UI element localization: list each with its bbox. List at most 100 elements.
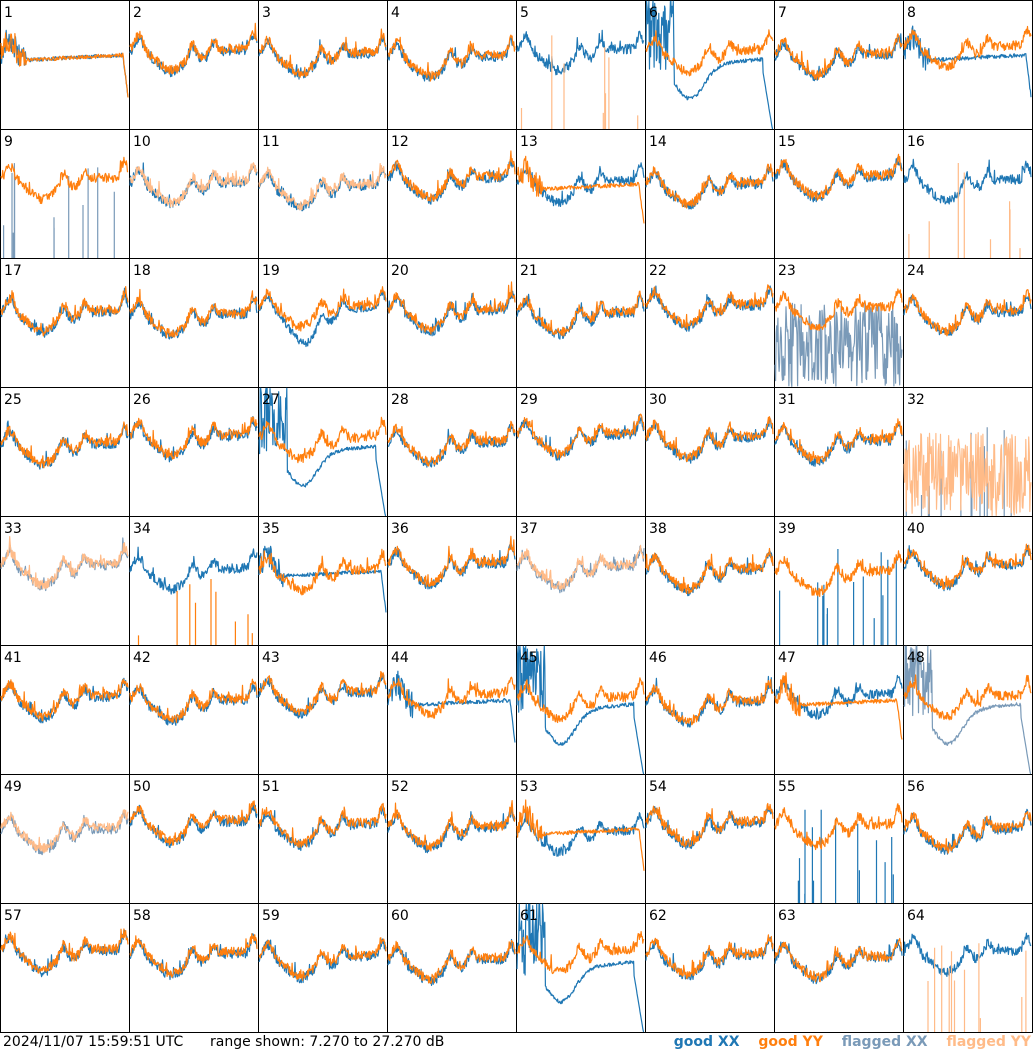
panel-45: 45 — [516, 645, 646, 775]
panel-10: 10 — [129, 129, 259, 259]
trace-good-yy — [258, 670, 387, 716]
panel-50: 50 — [129, 774, 259, 904]
panel-label: 10 — [133, 134, 151, 150]
panel-label: 6 — [649, 5, 658, 21]
trace-flagged-yy — [520, 35, 639, 129]
trace-good-yy — [129, 933, 258, 978]
trace-good-yy — [516, 931, 645, 975]
trace-good-xx — [797, 809, 894, 903]
panel-label: 34 — [133, 521, 151, 537]
panel-label: 54 — [649, 779, 667, 795]
panel-1: 1 — [0, 0, 130, 130]
trace-good-yy — [645, 284, 774, 330]
panel-label: 33 — [4, 521, 22, 537]
panel-label: 26 — [133, 392, 151, 408]
panel-40: 40 — [903, 516, 1033, 646]
panel-frame — [129, 903, 259, 1033]
trace-flagged-yy — [927, 943, 1027, 1032]
trace-good-yy — [129, 22, 258, 75]
panel-frame — [258, 903, 388, 1033]
trace-flagged-yy — [516, 544, 645, 591]
trace-flagged-xx — [774, 302, 903, 387]
panel-56: 56 — [903, 774, 1033, 904]
panel-44: 44 — [387, 645, 517, 775]
panel-2: 2 — [129, 0, 259, 130]
panel-label: 64 — [907, 908, 925, 924]
panel-frame — [0, 903, 130, 1033]
range-readout: range shown: 7.270 to 27.270 dB — [210, 1034, 445, 1050]
panel-label: 57 — [4, 908, 22, 924]
timestamp: 2024/11/07 15:59:51 UTC — [3, 1034, 184, 1050]
trace-good-yy — [645, 802, 774, 848]
trace-flagged-yy — [908, 163, 1021, 258]
trace-good-yy — [0, 286, 129, 337]
legend: good XX good YY flagged XX flagged YY — [660, 1034, 1031, 1050]
panel-frame — [516, 387, 646, 517]
trace-flagged-yy — [129, 162, 258, 208]
panel-frame — [774, 774, 904, 904]
panel-26: 26 — [129, 387, 259, 517]
panel-frame — [129, 0, 259, 130]
panel-27: 27 — [258, 387, 388, 517]
panel-55: 55 — [774, 774, 904, 904]
panel-49: 49 — [0, 774, 130, 904]
trace-good-yy — [903, 289, 1032, 337]
trace-good-xx — [258, 387, 386, 516]
trace-good-yy — [516, 799, 645, 871]
panel-41: 41 — [0, 645, 130, 775]
trace-flagged-yy — [258, 163, 387, 211]
panel-17: 17 — [0, 258, 130, 388]
trace-good-yy — [903, 543, 1032, 590]
panel-38: 38 — [645, 516, 775, 646]
panel-16: 16 — [903, 129, 1033, 259]
trace-good-yy — [129, 416, 258, 460]
trace-good-yy — [774, 153, 903, 201]
panel-4: 4 — [387, 0, 517, 130]
trace-good-yy — [0, 928, 129, 974]
trace-good-yy — [0, 32, 129, 98]
panel-frame — [387, 129, 517, 259]
panel-63: 63 — [774, 903, 904, 1033]
panel-label: 63 — [778, 908, 796, 924]
panel-label: 45 — [520, 650, 538, 666]
panel-frame — [645, 0, 775, 130]
trace-good-yy — [903, 25, 1032, 71]
panel-frame — [387, 516, 517, 646]
trace-good-yy — [645, 934, 774, 980]
panel-7: 7 — [774, 0, 904, 130]
trace-good-yy — [517, 677, 645, 724]
panel-label: 56 — [907, 779, 925, 795]
trace-good-yy — [387, 281, 516, 335]
panel-12: 12 — [387, 129, 517, 259]
legend-flagged-xx: flagged XX — [841, 1034, 928, 1050]
panel-label: 27 — [262, 392, 280, 408]
panel-47: 47 — [774, 645, 904, 775]
trace-good-yy — [387, 676, 516, 719]
panel-frame — [129, 516, 259, 646]
trace-good-yy — [774, 418, 903, 465]
panel-5: 5 — [516, 0, 646, 130]
panel-frame — [774, 129, 904, 259]
panel-9: 9 — [0, 129, 130, 259]
trace-good-xx — [516, 903, 644, 1032]
trace-good-xx — [903, 25, 1032, 98]
trace-good-yy — [258, 937, 387, 981]
panel-label: 52 — [391, 779, 409, 795]
panel-label: 39 — [778, 521, 796, 537]
panel-label: 49 — [4, 779, 22, 795]
panel-frame — [516, 0, 646, 130]
panel-frame — [903, 129, 1033, 259]
panel-32: 32 — [903, 387, 1033, 517]
panel-label: 22 — [649, 263, 667, 279]
panel-frame — [258, 645, 388, 775]
legend-good-xx: good XX — [673, 1034, 740, 1050]
trace-flagged-yy — [0, 536, 129, 590]
panel-59: 59 — [258, 903, 388, 1033]
trace-good-xx — [903, 932, 1032, 977]
panel-18: 18 — [129, 258, 259, 388]
panel-frame — [129, 774, 259, 904]
panel-frame — [903, 516, 1033, 646]
panel-58: 58 — [129, 903, 259, 1033]
panel-30: 30 — [645, 387, 775, 517]
trace-good-yy — [774, 288, 903, 331]
